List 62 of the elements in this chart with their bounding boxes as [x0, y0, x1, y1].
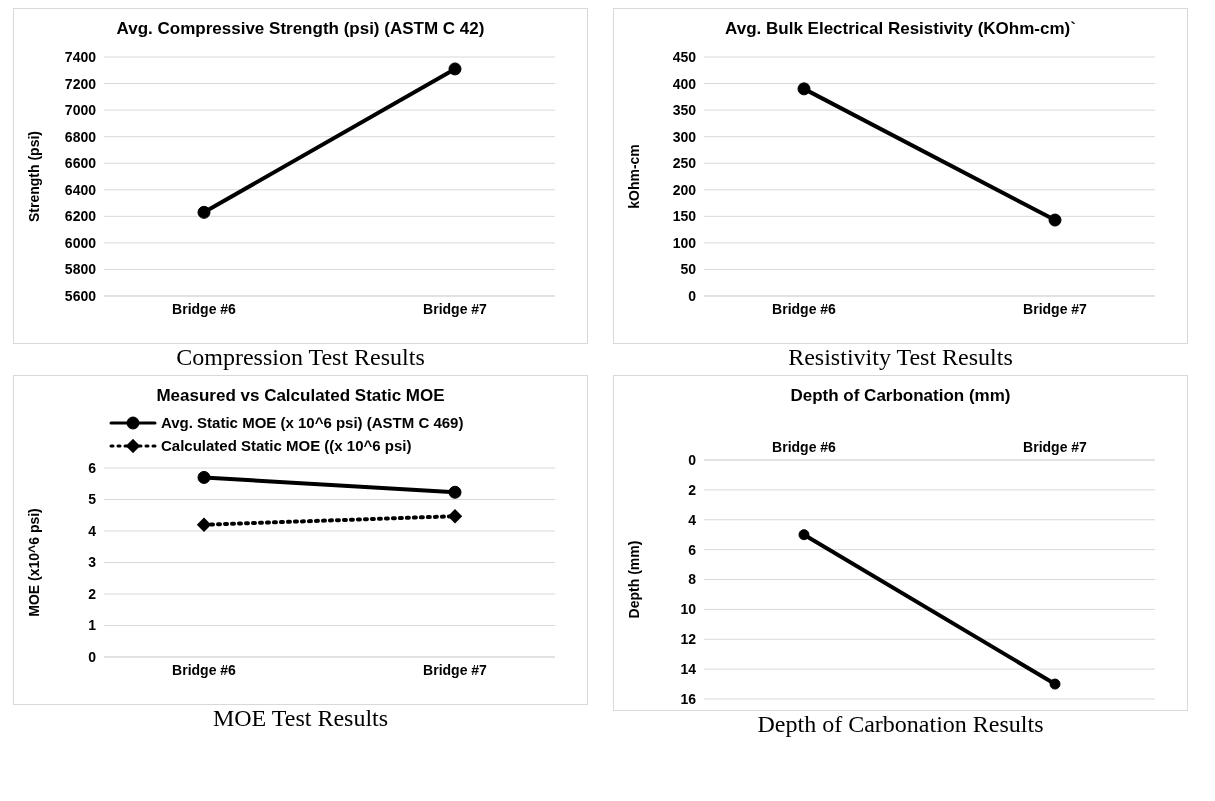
y-tick-label: 6: [88, 459, 97, 476]
x-tick-label: Bridge #6: [172, 300, 237, 317]
y-axis-title: Depth (mm): [625, 540, 642, 619]
y-tick-label: 12: [680, 631, 697, 648]
y-tick-label: 0: [88, 648, 97, 665]
y-tick-label: 6000: [64, 234, 97, 251]
y-tick-label: 6400: [64, 181, 97, 198]
y-tick-label: 4: [688, 511, 697, 528]
y-tick-label: 4: [88, 522, 97, 539]
y-tick-label: 6600: [64, 155, 97, 172]
y-tick-label: 5: [88, 491, 97, 508]
chart-title: Avg. Compressive Strength (psi) (ASTM C 42): [115, 19, 486, 39]
x-tick-label: Bridge #6: [772, 439, 837, 455]
y-axis-title: Strength (psi): [25, 131, 42, 222]
x-tick-label: Bridge #7: [1023, 300, 1088, 317]
text: MOE Test Results: [212, 705, 389, 732]
y-tick-label: 8: [688, 571, 697, 588]
chart-title: Avg. Bulk Electrical Resistivity (KOhm-cm)`: [724, 19, 1077, 39]
y-tick-label: 6200: [64, 208, 97, 225]
y-tick-label: 5800: [64, 261, 97, 278]
x-tick-label: Bridge #7: [423, 300, 488, 317]
y-axis-title: MOE (x10^6 psi): [25, 508, 42, 617]
x-tick-label: Bridge #7: [1023, 439, 1088, 455]
x-tick-label: Bridge #7: [423, 661, 488, 678]
y-tick-label: 450: [672, 48, 697, 65]
y-tick-label: 50: [680, 261, 697, 278]
y-tick-label: 2: [88, 585, 97, 602]
point: [197, 470, 211, 484]
y-tick-label: 350: [672, 102, 697, 119]
y-tick-label: 3: [88, 554, 97, 571]
y-tick-label: 1: [88, 617, 97, 634]
y-tick-label: 7000: [64, 102, 97, 119]
x-tick-label: Bridge #6: [172, 661, 237, 678]
y-tick-label: 150: [672, 208, 697, 225]
y-tick-label: 0: [688, 287, 697, 304]
point: [448, 485, 462, 499]
y-tick-label: 5600: [64, 287, 97, 304]
y-axis-title: kOhm-cm: [625, 144, 642, 209]
y-tick-label: 400: [672, 75, 697, 92]
point: [447, 509, 463, 524]
y-tick-label: 6: [688, 541, 697, 558]
text: Resistivity Test Results: [788, 344, 1013, 371]
text: Compression Test Results: [176, 344, 425, 371]
text: Depth of Carbonation Results: [757, 711, 1044, 738]
chart-title: Measured vs Calculated Static MOE: [155, 386, 446, 406]
y-tick-label: 16: [680, 690, 697, 707]
y-tick-label: 6800: [64, 128, 97, 145]
legend-label: Calculated Static MOE ((x 10^6 psi): [161, 437, 412, 454]
y-tick-label: 250: [672, 155, 697, 172]
y-tick-label: 7400: [64, 48, 97, 65]
y-tick-label: 14: [680, 661, 697, 678]
y-tick-label: 10: [680, 601, 697, 618]
y-tick-label: 7200: [64, 75, 97, 92]
x-tick-label: Bridge #6: [772, 300, 837, 317]
chart-title: Depth of Carbonation (mm): [789, 386, 1012, 406]
y-tick-label: 100: [672, 234, 697, 251]
y-tick-label: 2: [688, 481, 697, 498]
point: [196, 517, 212, 532]
y-tick-label: 300: [672, 128, 697, 145]
y-tick-label: 200: [672, 181, 697, 198]
legend-label: Avg. Static MOE (x 10^6 psi) (ASTM C 469): [161, 414, 464, 431]
y-tick-label: 0: [688, 451, 697, 468]
